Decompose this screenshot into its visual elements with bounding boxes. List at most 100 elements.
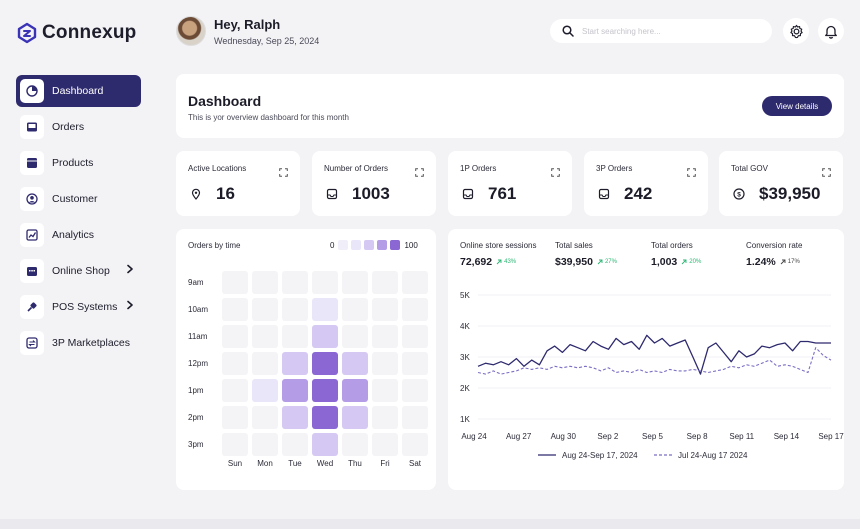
heatmap-cell[interactable] — [222, 352, 248, 375]
heatmap-cell[interactable] — [282, 352, 308, 375]
x-tick-label: Sep 11 — [729, 432, 754, 441]
expand-icon[interactable] — [687, 164, 696, 182]
heatmap-cell[interactable] — [372, 298, 398, 321]
heatmap-cell[interactable] — [282, 433, 308, 456]
expand-icon[interactable] — [415, 164, 424, 182]
heatmap-cell[interactable] — [312, 271, 338, 294]
notifications-button[interactable] — [818, 18, 844, 44]
kpi-value: 1,003 — [651, 256, 678, 268]
kpi-online-store-sessions: Online store sessions 72,692 43% — [460, 241, 536, 268]
heatmap-col-label: Sat — [408, 459, 421, 468]
heatmap-cell[interactable] — [222, 406, 248, 429]
chevron-right-icon[interactable] — [126, 300, 134, 313]
heatmap-cell[interactable] — [252, 433, 278, 456]
heatmap-cell[interactable] — [402, 325, 428, 348]
legend-swatch — [364, 240, 375, 250]
heatmap-cell[interactable] — [342, 352, 368, 375]
overview-card: Dashboard This is yor overview dashboard… — [176, 74, 844, 138]
heatmap-cell[interactable] — [402, 298, 428, 321]
heatmap-cell[interactable] — [252, 271, 278, 294]
heatmap-cell[interactable] — [402, 271, 428, 294]
heatmap-cell[interactable] — [402, 352, 428, 375]
sidebar-item-dashboard[interactable]: Dashboard — [16, 75, 141, 107]
sidebar-item-3p-marketplaces[interactable]: 3P Marketplaces — [16, 327, 141, 359]
heatmap-cell[interactable] — [222, 325, 248, 348]
heatmap-cell[interactable] — [342, 379, 368, 402]
sidebar-item-label: Products — [52, 157, 94, 169]
legend-min: 0 — [330, 240, 335, 250]
heatmap-cell[interactable] — [312, 352, 338, 375]
search-input[interactable] — [582, 26, 752, 36]
heatmap-cell[interactable] — [282, 325, 308, 348]
inbox-icon — [598, 187, 610, 205]
kpi-delta: 20% — [689, 259, 702, 265]
heatmap-cell[interactable] — [342, 298, 368, 321]
sidebar-item-label: 3P Marketplaces — [52, 337, 131, 349]
heatmap-cell[interactable] — [402, 406, 428, 429]
heatmap-cell[interactable] — [312, 433, 338, 456]
bell-icon — [825, 25, 837, 39]
heatmap-col-label: Sun — [227, 459, 243, 468]
expand-icon[interactable] — [279, 164, 288, 182]
expand-icon[interactable] — [822, 164, 831, 182]
heatmap-cell[interactable] — [372, 271, 398, 294]
orders-icon — [20, 115, 44, 139]
heatmap-cell[interactable] — [312, 325, 338, 348]
heatmap-cell[interactable] — [342, 325, 368, 348]
stat-card-active-locations: Active Locations 16 — [176, 151, 300, 216]
y-tick-label: 4K — [460, 322, 470, 331]
y-tick-label: 2K — [460, 384, 470, 393]
search-bar[interactable] — [550, 19, 772, 43]
heatmap-cell[interactable] — [252, 406, 278, 429]
heatmap-cell[interactable] — [282, 406, 308, 429]
heatmap-cell[interactable] — [372, 352, 398, 375]
heatmap-cell[interactable] — [252, 379, 278, 402]
sidebar-item-online-shop[interactable]: Online Shop — [16, 255, 141, 287]
heatmap-cell[interactable] — [282, 298, 308, 321]
heatmap-cell[interactable] — [312, 406, 338, 429]
heatmap-cell[interactable] — [342, 433, 368, 456]
view-details-button[interactable]: View details — [762, 96, 832, 116]
kpi-value: $39,950 — [555, 256, 593, 268]
heatmap-cell[interactable] — [372, 379, 398, 402]
heatmap-cell[interactable] — [252, 298, 278, 321]
heatmap-cell[interactable] — [342, 271, 368, 294]
heatmap-cell[interactable] — [222, 379, 248, 402]
heatmap-cell[interactable] — [372, 325, 398, 348]
kpi-value: 1.24% — [746, 256, 776, 268]
heatmap-cell[interactable] — [222, 271, 248, 294]
heatmap-cell[interactable] — [282, 379, 308, 402]
heatmap-cell[interactable] — [402, 379, 428, 402]
products-icon — [20, 151, 44, 175]
heatmap-cell[interactable] — [252, 352, 278, 375]
x-tick-label: Sep 17 — [818, 432, 844, 441]
heatmap-row-label: 11am — [188, 332, 208, 341]
heatmap-row: 3pm — [188, 433, 428, 456]
bottom-bar — [0, 519, 860, 529]
heatmap-cell[interactable] — [312, 379, 338, 402]
dollar-icon: $ — [733, 187, 745, 205]
heatmap-cell[interactable] — [282, 271, 308, 294]
heatmap-cell[interactable] — [372, 406, 398, 429]
heatmap-cell[interactable] — [312, 298, 338, 321]
sidebar-item-pos-systems[interactable]: POS Systems — [16, 291, 141, 323]
sidebar-item-analytics[interactable]: Analytics — [16, 219, 141, 251]
heatmap-cell[interactable] — [402, 433, 428, 456]
heatmap-cell[interactable] — [342, 406, 368, 429]
avatar[interactable] — [176, 16, 206, 46]
sidebar-item-orders[interactable]: Orders — [16, 111, 141, 143]
heatmap-cell[interactable] — [222, 298, 248, 321]
heatmap-cell[interactable] — [252, 325, 278, 348]
expand-icon[interactable] — [551, 164, 560, 182]
inbox-icon — [326, 187, 338, 205]
heatmap-cell[interactable] — [372, 433, 398, 456]
series-line-0 — [477, 334, 831, 375]
sidebar-item-products[interactable]: Products — [16, 147, 141, 179]
settings-button[interactable] — [783, 18, 809, 44]
heatmap-row-label: 9am — [188, 278, 204, 287]
chevron-right-icon[interactable] — [126, 264, 134, 277]
heatmap-row-label: 1pm — [188, 386, 204, 395]
heatmap-legend: 0 100 — [330, 240, 418, 250]
sidebar-item-customer[interactable]: Customer — [16, 183, 141, 215]
heatmap-cell[interactable] — [222, 433, 248, 456]
